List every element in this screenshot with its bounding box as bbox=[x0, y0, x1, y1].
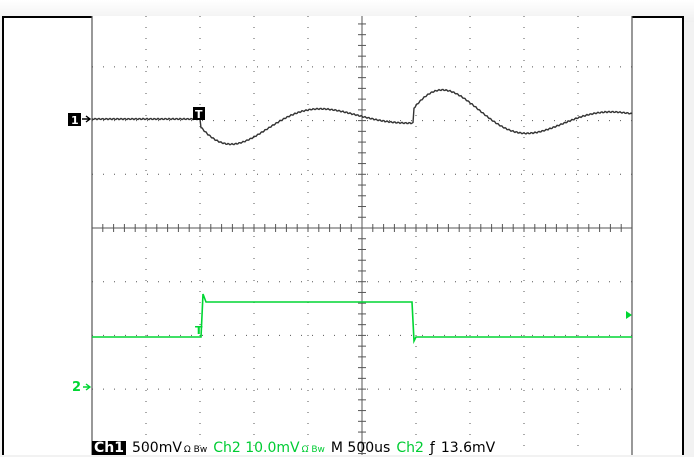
trigger-level: 13.6mV bbox=[440, 440, 496, 456]
trigger-slope-icon: ƒ bbox=[429, 440, 435, 456]
ch2-ground-marker[interactable]: 2 bbox=[72, 380, 92, 395]
ch2-scale: Ch2 10.0mV bbox=[213, 440, 300, 456]
trigger-source: Ch2 bbox=[396, 440, 424, 456]
ch1-coupling: Ω Bw bbox=[183, 445, 208, 455]
graticule-grid bbox=[91, 16, 633, 455]
ch1-marker-label: 1 bbox=[71, 114, 79, 127]
ch2-trigger-tick: T bbox=[195, 324, 203, 337]
ch2-coupling: Ω Bw bbox=[301, 445, 325, 455]
ch1-arrow-icon bbox=[82, 115, 92, 123]
trigger-position-marker[interactable]: T bbox=[193, 107, 205, 121]
ch1-ground-marker[interactable]: 1 bbox=[68, 113, 92, 127]
trigger-marker-label: T bbox=[195, 108, 203, 121]
ch2-marker-label: 2 bbox=[72, 380, 81, 395]
timebase: M 500us bbox=[330, 440, 391, 456]
trigger-level-arrow-icon[interactable] bbox=[626, 311, 632, 319]
ch1-waveform bbox=[91, 88, 633, 146]
ch2-waveform bbox=[92, 293, 632, 345]
ch1-scale: 500mV bbox=[131, 440, 182, 456]
ch1-label: Ch1 bbox=[92, 440, 126, 456]
status-readout-bar: Ch1 500mV Ω Bw Ch2 10.0mV Ω Bw M 500us Ch2 ƒ 13.… bbox=[92, 441, 501, 455]
ch2-arrow-icon bbox=[83, 383, 92, 391]
